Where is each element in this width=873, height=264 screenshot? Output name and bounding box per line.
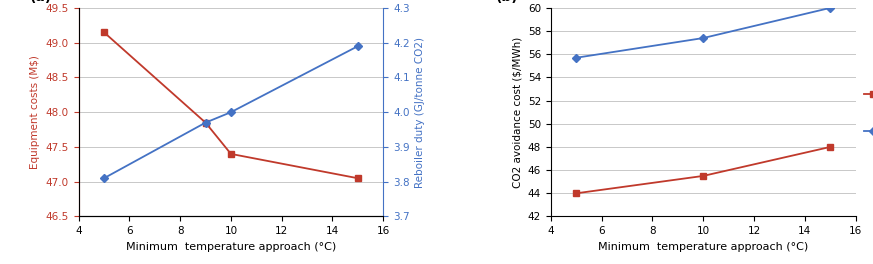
Capture&
compression [825, 145, 835, 149]
Whole
process [698, 36, 708, 40]
X-axis label: Minimum  temperature approach (°C): Minimum temperature approach (°C) [126, 242, 336, 252]
Whole
process [825, 6, 835, 10]
Capture&
compression [698, 174, 708, 177]
Capture&
compression [571, 192, 581, 195]
Y-axis label: CO2 avoidance cost ($/MWh): CO2 avoidance cost ($/MWh) [512, 37, 522, 188]
Text: (a): (a) [30, 0, 52, 4]
Whole
process [571, 56, 581, 59]
Legend: Capture&
compression, Whole
process: Capture& compression, Whole process [863, 83, 873, 142]
Y-axis label: Equipment costs (M$): Equipment costs (M$) [30, 55, 40, 169]
Text: (b): (b) [496, 0, 519, 4]
X-axis label: Minimum  temperature approach (°C): Minimum temperature approach (°C) [598, 242, 808, 252]
Line: Capture&
compression: Capture& compression [574, 144, 833, 196]
Y-axis label: Reboiler duty (GJ/tonne CO2): Reboiler duty (GJ/tonne CO2) [416, 37, 425, 188]
Line: Whole
process: Whole process [574, 5, 833, 60]
